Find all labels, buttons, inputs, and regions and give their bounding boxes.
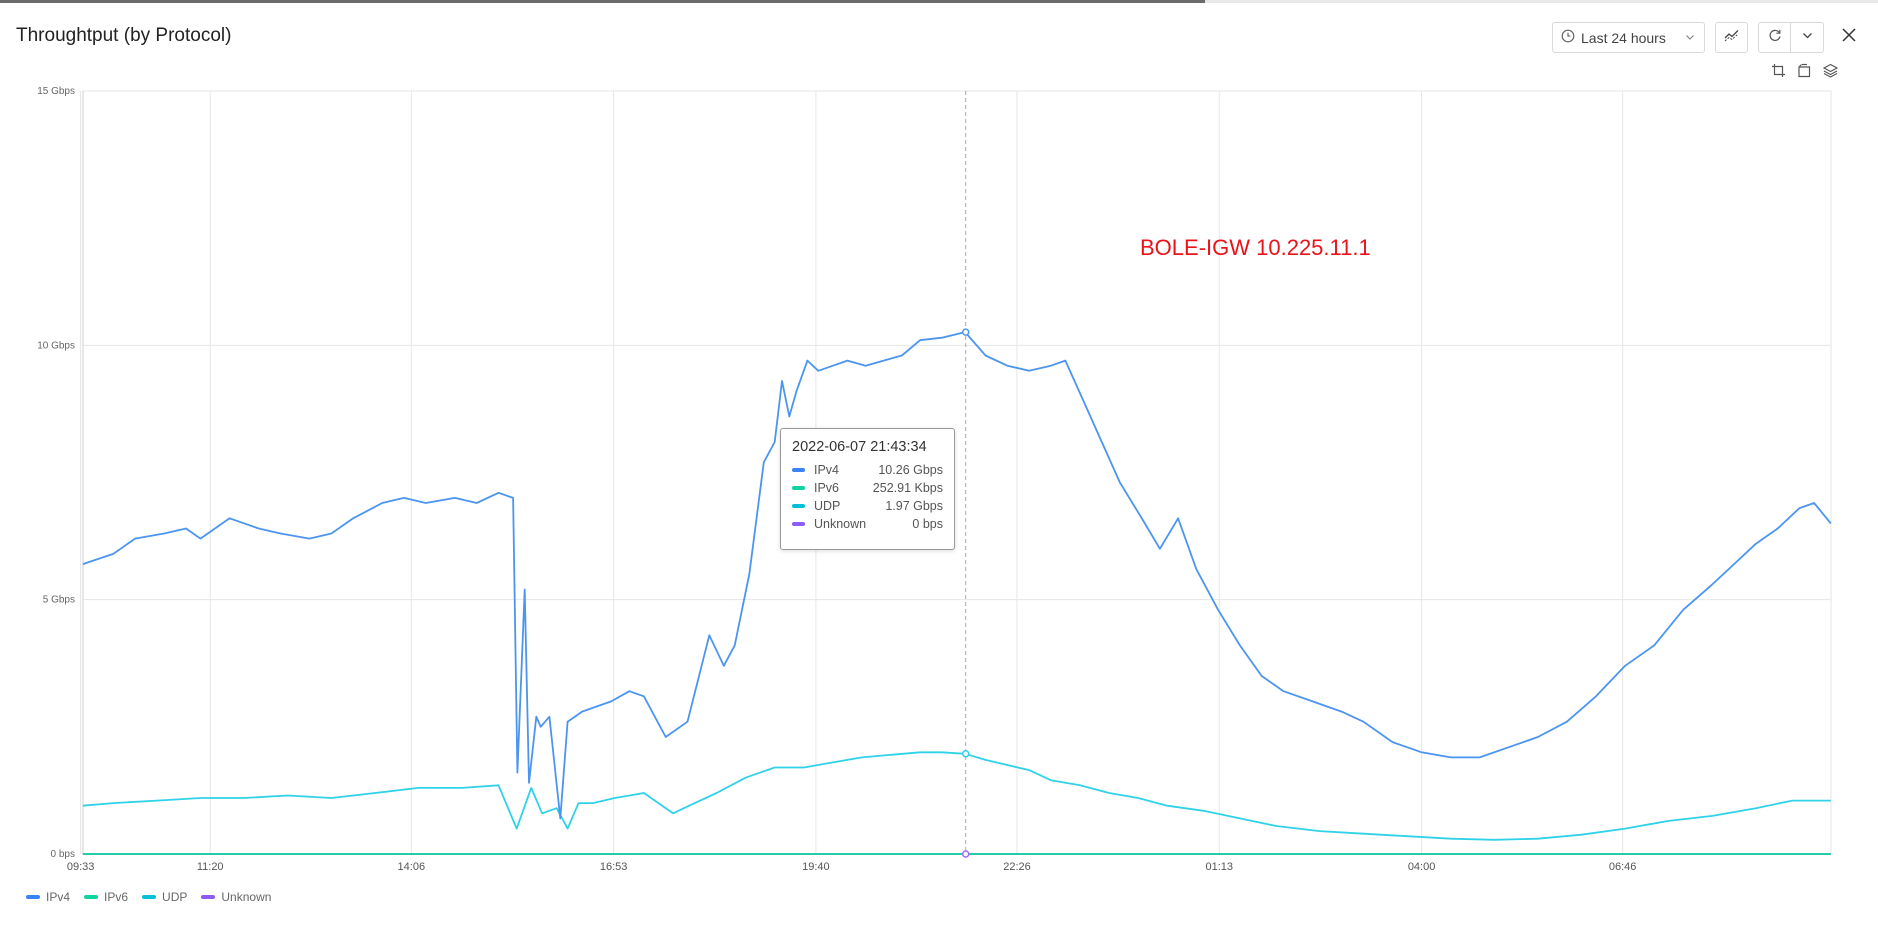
tooltip-value: 252.91 Kbps (872, 481, 943, 495)
trend-button[interactable] (1715, 22, 1748, 53)
x-tick-label: 06:46 (1609, 861, 1637, 873)
chart-tools (1770, 62, 1838, 78)
legend-label: IPv4 (46, 890, 71, 904)
close-button[interactable] (1838, 27, 1860, 49)
layers-icon[interactable] (1822, 62, 1838, 78)
tooltip-row-unknown: Unknown 0 bps (792, 515, 943, 533)
toolbar: Last 24 hours (1552, 22, 1860, 53)
x-tick-label: 11:20 (197, 861, 224, 873)
x-tick-label: 09:33 (67, 861, 95, 873)
legend-item-ipv6[interactable]: IPv6 (84, 890, 128, 904)
ipv6-swatch (84, 895, 99, 899)
tooltip-timestamp: 2022-06-07 21:43:34 (792, 439, 927, 455)
x-tick-label: 01:13 (1206, 861, 1234, 873)
trend-icon (1724, 28, 1740, 47)
ipv4-swatch (26, 895, 40, 899)
chevron-down-icon (1801, 29, 1814, 47)
x-tick-label: 14:06 (398, 861, 426, 873)
series-line-udp (82, 751, 1831, 841)
y-tick-label: 10 Gbps (37, 340, 75, 351)
crop-icon[interactable] (1770, 62, 1786, 78)
unknown-swatch (201, 895, 216, 899)
y-tick-label: 0 bps (51, 849, 75, 860)
ipv4-swatch (792, 468, 805, 472)
x-tick-label: 19:40 (802, 861, 830, 873)
ipv6-swatch (792, 486, 805, 490)
chart-legend: IPv4 IPv6 UDP Unknown (26, 890, 285, 904)
clock-icon (1561, 29, 1575, 46)
tooltip-value: 0 bps (912, 517, 943, 531)
page-title: Throughtput (by Protocol) (16, 25, 232, 46)
more-options-button[interactable] (1791, 22, 1824, 53)
x-tick-label: 04:00 (1408, 861, 1436, 873)
tooltip-name: IPv4 (814, 463, 840, 477)
tooltip-row-ipv4: IPv4 10.26 Gbps (792, 461, 943, 479)
tooltip-name: UDP (814, 499, 841, 513)
time-range-select[interactable]: Last 24 hours (1552, 22, 1705, 53)
udp-swatch (142, 895, 157, 899)
y-tick-label: 5 Gbps (43, 595, 75, 606)
series-line-ipv4 (82, 331, 1832, 820)
chevron-down-icon (1684, 30, 1696, 46)
legend-item-udp[interactable]: UDP (142, 890, 187, 904)
tooltip-value: 10.26 Gbps (878, 463, 943, 477)
hover-point-udp (961, 750, 970, 758)
unknown-swatch (792, 522, 805, 526)
top-border (0, 0, 1878, 3)
tooltip-name: Unknown (814, 517, 867, 531)
hover-point-unknown (961, 850, 970, 858)
tooltip-value: 1.97 Gbps (885, 499, 943, 513)
tooltip-row-udp: UDP 1.97 Gbps (792, 497, 943, 515)
udp-swatch (792, 504, 805, 508)
x-tick-label: 22:26 (1003, 861, 1031, 873)
refresh-button[interactable] (1758, 22, 1791, 53)
y-tick-label: 15 Gbps (37, 86, 75, 97)
hover-point-ipv4 (961, 328, 970, 336)
chart-annotation: BOLE-IGW 10.225.11.1 (1140, 235, 1371, 260)
tooltip-row-ipv6: IPv6 252.91 Kbps (792, 479, 943, 497)
x-tick-label: 16:53 (600, 861, 628, 873)
legend-label: UDP (162, 890, 188, 904)
chart-tooltip: 2022-06-07 21:43:34 IPv4 10.26 Gbps IPv6… (780, 428, 955, 550)
close-icon (1841, 27, 1857, 48)
legend-label: IPv6 (104, 890, 129, 904)
restore-icon[interactable] (1796, 62, 1812, 78)
tooltip-name: IPv6 (814, 481, 840, 495)
legend-item-unknown[interactable]: Unknown (201, 890, 271, 904)
legend-item-ipv4[interactable]: IPv4 (26, 890, 70, 904)
legend-label: Unknown (221, 890, 272, 904)
time-range-label: Last 24 hours (1581, 29, 1666, 46)
refresh-icon (1768, 28, 1782, 47)
